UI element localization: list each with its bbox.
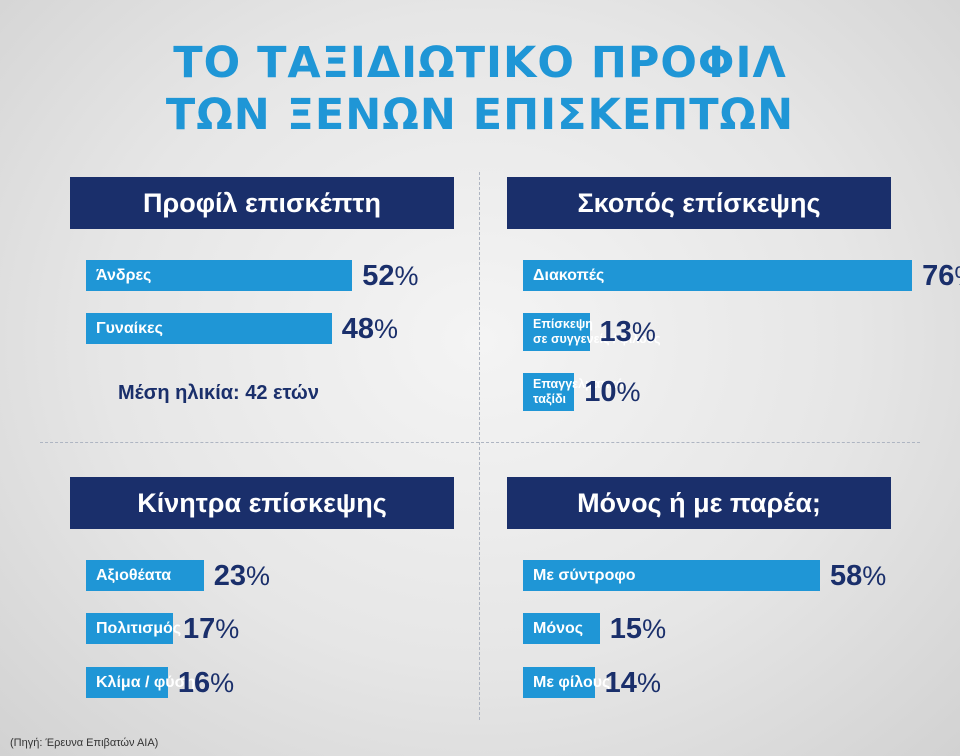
bar-value-label: 15% [610,613,666,645]
bar-label: Γυναίκες [96,319,163,337]
bar-label: Μόνος [533,619,584,637]
percent-sign: % [374,313,399,344]
bar: Γυναίκες [86,313,332,344]
bar: Άνδρες [86,260,353,291]
horizontal-divider [40,442,920,443]
percent-sign: % [215,613,240,644]
bar-label: Διακοπές [533,266,605,284]
bar-value-label: 13% [600,316,656,348]
percent-sign: % [246,560,271,591]
bar-value-label: 10% [584,376,640,408]
value-number: 14 [604,666,637,699]
bar-value-label: 76% [922,260,960,292]
bar-label: Κλίμα / φύση [96,673,196,691]
percent-sign: % [631,317,656,347]
bar-value-label: 14% [605,667,661,699]
bar-value-label: 52% [362,260,418,292]
bar: Επίσκεψη σε συγγενείς / φίλους [523,313,661,351]
bar-label: Αξιοθέατα [96,566,172,584]
percent-sign: % [210,667,235,698]
panel-header-company: Μόνος ή με παρέα; [507,477,891,529]
value-number: 58 [829,559,863,592]
percent-sign: % [394,260,419,291]
bar: Επαγγελματικό ταξίδι [523,373,624,411]
bar: Με φίλους [523,667,610,698]
bar-label: Πολιτισμός [96,619,182,637]
percent-sign: % [642,613,667,644]
bar: Πολιτισμός [86,613,181,644]
page-title-line-1: ΤΟ ΤΑΞΙΔΙΩΤΙΚΟ ΠΡΟΦΙΛ [173,38,787,88]
bar: Κλίμα / φύση [86,667,195,698]
bar-value-label: 16% [178,667,234,699]
bar: Μόνος [523,613,600,644]
source-note: (Πηγή: Έρευνα Επιβατών ΑΙΑ) [10,737,159,749]
value-number: 17 [183,612,216,645]
average-age-note: Μέση ηλικία: 42 ετών [118,382,319,404]
bar-label: Με φίλους [533,673,611,691]
percent-sign: % [954,261,960,291]
bar-label-line: Επαγγελματικό [533,377,624,391]
bar-label-line: σε συγγενείς / φίλους [533,332,661,346]
panel-header-visitor-profile: Προφίλ επισκέπτη [70,177,454,229]
panel-header-visit-purpose: Σκοπός επίσκεψης [507,177,891,229]
percent-sign: % [636,667,661,698]
bar: Με σύντροφο [523,560,820,591]
bar-label-line: ταξίδι [533,392,567,406]
bar-label: Με σύντροφο [533,566,636,584]
value-number: 52 [362,259,395,292]
panel-header-visit-motives: Κίνητρα επίσκεψης [70,477,454,529]
value-number: 13 [599,316,632,348]
value-number: 76 [922,259,955,292]
value-number: 16 [177,666,211,699]
value-number: 23 [213,559,247,592]
bar-value-label: 23% [214,560,270,592]
percent-sign: % [616,377,641,407]
page-title-line-2: ΤΩΝ ΞΕΝΩΝ ΕΠΙΣΚΕΠΤΩΝ [165,90,795,140]
bar-value-label: 58% [830,560,886,592]
vertical-divider [479,172,480,720]
bar-label-line: Επίσκεψη [533,317,593,331]
percent-sign: % [862,560,887,591]
bar: Αξιοθέατα [86,560,204,591]
value-number: 48 [341,312,375,345]
bar: Διακοπές [523,260,913,291]
bar-value-label: 17% [183,613,239,645]
bar-value-label: 48% [342,313,398,345]
value-number: 10 [584,376,617,408]
bar-label: Άνδρες [96,266,152,284]
value-number: 15 [609,612,643,645]
